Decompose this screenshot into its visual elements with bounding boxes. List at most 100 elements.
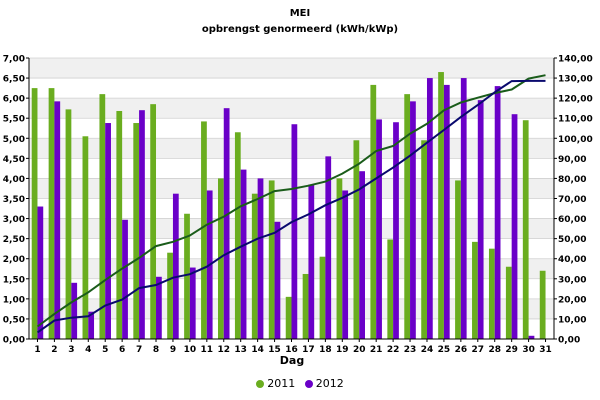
bar-2011-day-26 — [455, 180, 461, 339]
legend-label-2011: 2011 — [267, 377, 296, 390]
y-tick-label-left: 6,50 — [3, 75, 25, 85]
y-tick-label-right: 0,00 — [558, 336, 580, 346]
bar-2011-day-8 — [150, 104, 157, 340]
bar-2012-day-20 — [359, 171, 365, 339]
x-tick-label: 30 — [522, 345, 535, 355]
bar-2012-day-24 — [426, 78, 433, 340]
y-tick-label-right: 10,00 — [558, 315, 586, 325]
x-tick-label: 11 — [201, 345, 214, 355]
bar-2011-day-9 — [167, 252, 173, 339]
x-tick-label: 12 — [217, 345, 230, 355]
cumulative-line-2011 — [36, 74, 546, 328]
bars-layer — [31, 72, 546, 340]
x-tick-label: 21 — [370, 345, 383, 355]
x-tick-label: 28 — [488, 345, 501, 355]
bar-2012-day-3 — [71, 282, 78, 339]
x-tick-label: 4 — [85, 345, 91, 355]
chart-subtitle: opbrengst genormeerd (kWh/kWp) — [201, 24, 399, 35]
bar-2012-day-5 — [105, 123, 111, 339]
x-tick-label: 14 — [251, 345, 264, 355]
x-tick-label: 13 — [234, 345, 247, 355]
bar-2011-day-29 — [505, 266, 512, 339]
bar-2011-day-18 — [319, 256, 326, 339]
y-tick-label-right: 80,00 — [558, 175, 586, 185]
bar-2011-day-23 — [404, 94, 411, 339]
legend-swatch-2012 — [304, 379, 313, 388]
x-tick-label: 22 — [387, 345, 400, 355]
y-tick-label-right: 30,00 — [558, 275, 586, 285]
bar-2012-day-30 — [528, 335, 535, 339]
cumulative-line-2012 — [36, 79, 546, 334]
x-tick-label: 29 — [505, 345, 518, 355]
bar-2011-day-31 — [539, 270, 546, 339]
bar-2012-day-9 — [172, 193, 179, 339]
y-tick-label-left: 0,00 — [3, 336, 25, 346]
y-tick-label-left: 4,50 — [3, 155, 25, 165]
bar-2011-day-19 — [336, 178, 343, 339]
y-tick-label-right: 100,00 — [558, 135, 593, 145]
x-tick-label: 26 — [455, 345, 468, 355]
bar-2012-day-6 — [122, 219, 128, 339]
x-tick-label: 6 — [119, 345, 125, 355]
bar-2011-day-27 — [472, 241, 478, 339]
bar-2012-day-13 — [240, 169, 247, 339]
bar-2012-day-14 — [257, 178, 264, 339]
bar-2011-day-22 — [387, 239, 394, 339]
bar-2012-day-2 — [54, 101, 61, 340]
bar-2011-day-12 — [218, 178, 224, 339]
bar-2012-day-12 — [223, 108, 230, 339]
bar-2011-day-10 — [184, 213, 190, 339]
y-tick-label-right: 140,00 — [558, 55, 593, 65]
y-tick-label-left: 5,50 — [3, 115, 25, 125]
y-tick-label-left: 7,00 — [3, 55, 25, 65]
x-tick-label: 17 — [302, 345, 315, 355]
bar-2012-day-23 — [410, 101, 416, 340]
x-tick-label: 31 — [539, 345, 552, 355]
legend-label-2012: 2012 — [315, 377, 344, 390]
bar-2012-day-8 — [156, 276, 162, 339]
x-tick-label: 20 — [353, 345, 366, 355]
bar-2012-day-16 — [291, 124, 298, 339]
x-tick-label: 24 — [421, 345, 434, 355]
legend-item-2012[interactable]: 2012 — [304, 377, 344, 390]
chart-title: MEI — [289, 8, 311, 19]
y-tick-label-left: 1,00 — [3, 295, 25, 305]
bar-2011-day-1 — [31, 88, 38, 339]
bar-2012-day-21 — [376, 119, 382, 339]
bar-2011-day-7 — [133, 123, 140, 339]
bar-2012-day-4 — [88, 311, 95, 339]
x-tick-label: 1 — [34, 345, 40, 355]
bar-2011-day-30 — [522, 120, 529, 339]
bar-2012-day-1 — [37, 206, 44, 339]
y-tick-label-right: 70,00 — [558, 195, 586, 205]
legend-swatch-2011 — [256, 379, 265, 388]
y-tick-label-left: 2,50 — [3, 235, 25, 245]
bar-2012-day-28 — [494, 86, 501, 339]
legend-item-2011[interactable]: 2011 — [256, 377, 295, 390]
y-tick-label-right: 130,00 — [558, 75, 593, 85]
bar-2011-day-17 — [302, 273, 309, 339]
bar-2012-day-22 — [393, 122, 399, 339]
x-tick-label: 27 — [472, 345, 485, 355]
x-tick-label: 2 — [51, 345, 57, 355]
bar-2012-day-15 — [274, 221, 281, 339]
axes-layer: 0,00 0,50 1,00 1,50 2,00 2,50 3,00 3,50 4,00 4,50… — [3, 55, 593, 356]
bar-2011-day-13 — [234, 132, 241, 339]
bar-2011-day-14 — [251, 193, 258, 339]
y-tick-label-right: 20,00 — [558, 295, 586, 305]
bar-2011-day-20 — [353, 140, 360, 339]
bar-2011-day-3 — [65, 109, 72, 339]
x-tick-label: 5 — [102, 345, 108, 355]
bar-2011-day-21 — [370, 84, 377, 339]
bar-2011-day-24 — [421, 140, 427, 339]
x-tick-label: 18 — [319, 345, 332, 355]
y-tick-label-right: 120,00 — [558, 95, 593, 105]
y-tick-label-right: 110,00 — [558, 115, 593, 125]
y-tick-label-left: 5,00 — [3, 135, 25, 145]
bar-2011-day-28 — [488, 248, 495, 339]
bar-2011-day-2 — [48, 88, 55, 339]
x-tick-label: 7 — [136, 345, 142, 355]
bar-2011-day-16 — [285, 296, 292, 339]
y-tick-label-right: 90,00 — [558, 155, 586, 165]
